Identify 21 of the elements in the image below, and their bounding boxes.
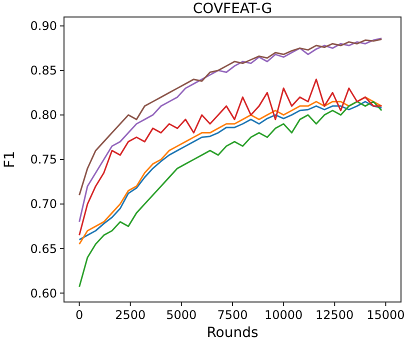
- y-tick-label: 0.80: [30, 108, 57, 122]
- x-tick-label: 15000: [366, 308, 405, 322]
- line-series: [78, 78, 382, 236]
- y-tick-label: 0.90: [30, 19, 57, 34]
- y-tick-label: 0.65: [30, 242, 57, 256]
- line-series: [78, 100, 382, 288]
- chart-title: COVFEAT-G: [192, 1, 272, 17]
- y-tick-label: 0.85: [30, 64, 57, 78]
- x-tick-label: 12500: [316, 308, 354, 322]
- x-tick-label: 7500: [217, 308, 248, 322]
- y-tick-label: 0.60: [30, 286, 57, 300]
- x-tick-label: 2500: [115, 308, 146, 322]
- line-series: [78, 38, 382, 223]
- x-axis-title: Rounds: [206, 325, 258, 341]
- line-series: [78, 38, 382, 196]
- y-tick-label: 0.70: [30, 197, 57, 212]
- x-tick-label: 10000: [264, 308, 303, 322]
- y-tick-label: 0.75: [30, 152, 57, 167]
- y-axis-title: F1: [2, 151, 18, 168]
- x-tick-label: 5000: [166, 308, 197, 322]
- x-tick-label: 0: [76, 308, 84, 322]
